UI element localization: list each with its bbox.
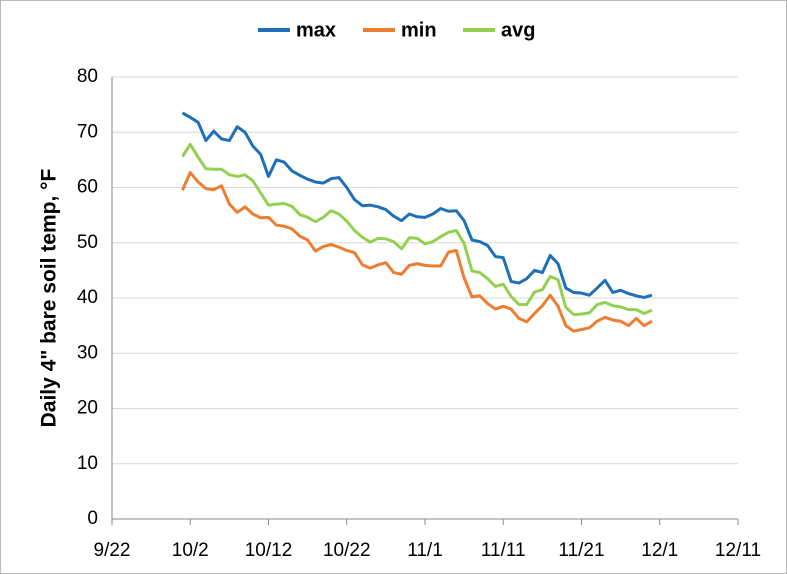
series-line xyxy=(181,111,653,299)
y-tick-label: 40 xyxy=(77,287,98,308)
x-tick-label: 10/12 xyxy=(245,540,293,561)
x-tick-label: 11/11 xyxy=(481,540,526,561)
x-tick-label: 11/21 xyxy=(558,540,604,561)
y-tick-label: 20 xyxy=(77,398,98,419)
y-axis-title: Daily 4" bare soil temp, °F xyxy=(38,168,61,427)
x-tick-label: 11/1 xyxy=(407,540,443,561)
x-tick-label: 9/22 xyxy=(94,540,131,561)
y-tick-label: 60 xyxy=(77,177,98,198)
series-line xyxy=(181,142,653,317)
x-tick-label: 10/22 xyxy=(323,540,371,561)
y-tick-label: 50 xyxy=(77,232,98,253)
legend-label: avg xyxy=(501,19,535,41)
y-tick-label: 10 xyxy=(77,453,98,474)
y-tick-label: 70 xyxy=(77,121,98,142)
series-line xyxy=(181,171,653,333)
y-tick-label: 0 xyxy=(87,508,98,529)
legend-label: max xyxy=(296,19,336,41)
x-tick-label: 10/2 xyxy=(172,540,209,561)
y-tick-label: 80 xyxy=(77,66,98,87)
x-tick-label: 12/11 xyxy=(715,540,761,561)
x-tick-label: 12/1 xyxy=(641,540,678,561)
legend-label: min xyxy=(401,19,437,41)
y-tick-label: 30 xyxy=(77,342,98,363)
